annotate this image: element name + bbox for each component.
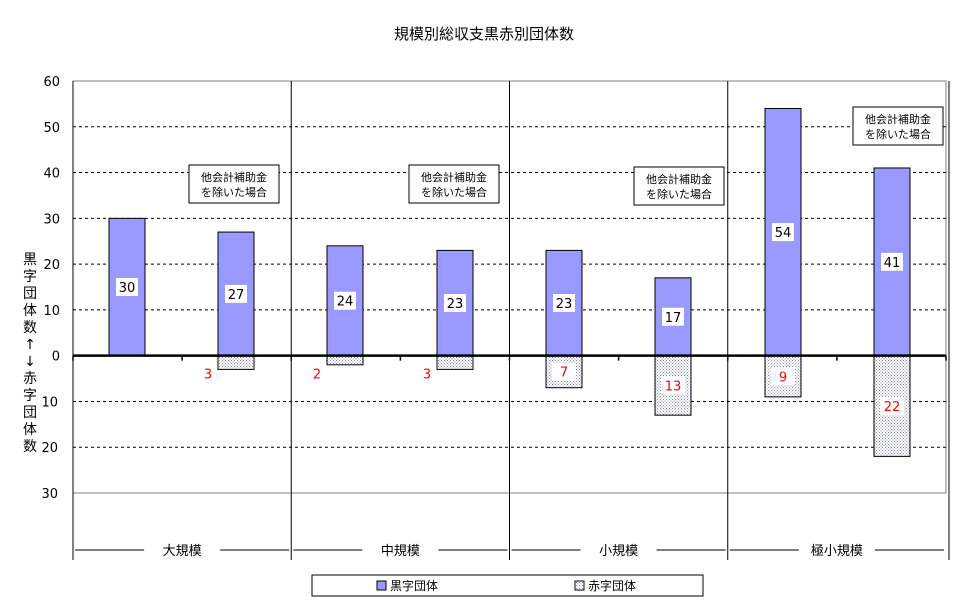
y-tick-label: 30 (41, 487, 58, 502)
chart-title: 規模別総収支黒赤別団体数 (394, 25, 574, 43)
black-value-label: 23 (447, 297, 464, 312)
red-bar (217, 355, 255, 370)
y-tick-label: 10 (43, 304, 60, 319)
data-label-bg (772, 223, 794, 242)
annotation-text: 他会計補助金 (865, 112, 931, 126)
y-tick-label: 0 (52, 350, 60, 365)
red-value-label: 7 (560, 366, 568, 381)
black-value-label: 41 (884, 256, 901, 271)
y-tick-label: 40 (43, 167, 60, 182)
y-tick-label: 20 (41, 441, 58, 456)
annotation-box (852, 106, 944, 146)
annotation-text: を除いた場合 (865, 127, 931, 141)
annotation-text: 他会計補助金 (646, 172, 712, 186)
annotation-text: 他会計補助金 (201, 170, 267, 184)
legend-swatch-red (574, 580, 585, 591)
annotation-text: 他会計補助金 (421, 170, 487, 184)
annotation-text: を除いた場合 (201, 185, 267, 199)
y-tick-label: 10 (41, 395, 58, 410)
black-value-label: 54 (775, 226, 792, 241)
red-bar (436, 355, 474, 370)
black-value-label: 23 (556, 297, 573, 312)
legend-label-red: 赤字団体 (588, 578, 636, 593)
y-axis-label-char: 団 (23, 405, 37, 421)
y-axis-label-char: 体 (23, 303, 37, 319)
y-axis-label-char: 字 (23, 269, 37, 285)
annotation-box (408, 164, 500, 204)
legend (311, 574, 704, 597)
y-axis-label-char: 字 (23, 388, 37, 404)
group-label: 小規模 (599, 544, 638, 559)
annotation-box (633, 166, 725, 206)
data-label-bg (771, 367, 795, 386)
y-axis-label-char: 黒 (23, 252, 37, 268)
red-value-label: 2 (313, 368, 321, 383)
red-value-label: 3 (204, 368, 212, 383)
red-value-label: 9 (779, 370, 787, 385)
legend-label-black: 黒字団体 (390, 578, 438, 593)
y-axis-label-char: ↓ (24, 354, 36, 370)
data-label-bg (444, 294, 466, 313)
data-label-bg (881, 252, 903, 271)
red-bar (326, 355, 364, 366)
black-value-label: 27 (228, 288, 245, 303)
data-label-bg (116, 278, 138, 296)
black-bar (654, 277, 692, 357)
black-value-label: 30 (119, 281, 136, 296)
red-value-label: 22 (884, 400, 901, 415)
y-axis-label-char: 団 (23, 286, 37, 302)
y-tick-label: 50 (43, 121, 60, 136)
red-value-label: 3 (423, 368, 431, 383)
data-label-bg (552, 362, 576, 381)
red-value-label: 13 (665, 379, 682, 394)
annotation-box (188, 164, 280, 204)
annotation-text: を除いた場合 (421, 185, 487, 199)
y-tick-label: 20 (43, 258, 60, 273)
group-label: 大規模 (163, 544, 202, 559)
data-label-bg (662, 307, 684, 326)
y-axis-label-char: 数 (23, 320, 37, 336)
y-axis-label-char: 数 (23, 439, 37, 455)
data-label-bg (661, 376, 685, 395)
y-tick-label: 60 (43, 75, 60, 90)
data-label-bg (880, 397, 904, 416)
group-label: 中規模 (381, 544, 420, 559)
y-tick-label: 30 (43, 212, 60, 227)
y-axis-label-char: 赤 (23, 371, 37, 387)
group-label: 極小規模 (811, 543, 863, 559)
black-value-label: 24 (337, 295, 354, 310)
data-label-bg (334, 291, 356, 310)
y-axis-label-char: 体 (23, 422, 37, 438)
data-label-bg (225, 284, 247, 303)
legend-swatch-black (376, 580, 387, 591)
annotation-text: を除いた場合 (646, 187, 712, 201)
black-value-label: 17 (665, 311, 682, 326)
y-axis-label-char: ↑ (24, 337, 36, 353)
data-label-bg (553, 294, 575, 313)
